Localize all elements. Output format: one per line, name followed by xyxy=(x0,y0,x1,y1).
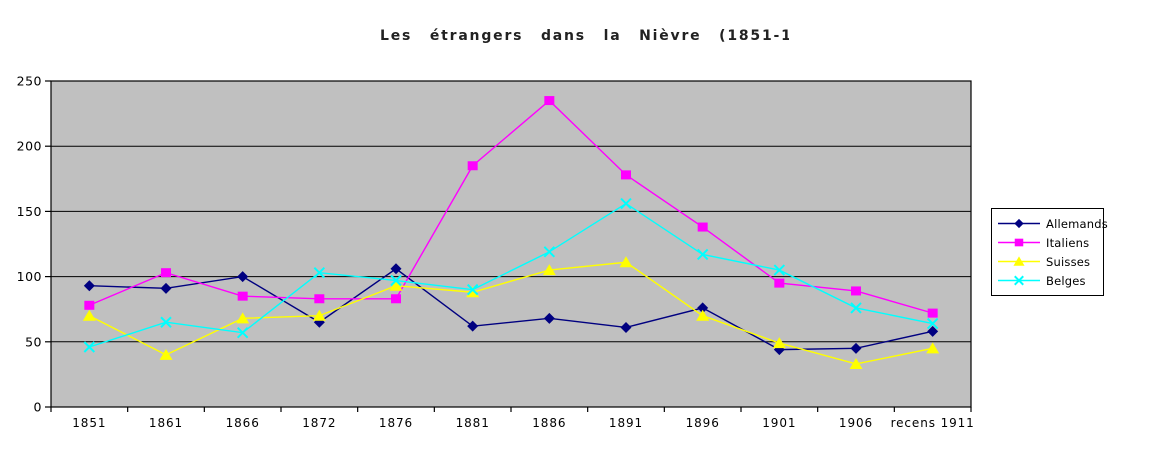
marker-triangle xyxy=(466,286,480,298)
marker-square xyxy=(1014,238,1024,247)
x-axis-label: 1891 xyxy=(609,416,643,430)
marker-diamond xyxy=(160,282,172,294)
series-line xyxy=(89,267,933,351)
x-axis-label: recens 1911 xyxy=(891,416,975,430)
marker-diamond xyxy=(543,312,555,324)
series-allemands xyxy=(83,263,939,356)
chart-title: Les étrangers dans la Nièvre (1851-1 xyxy=(380,28,789,44)
legend-key-icon xyxy=(998,238,1040,247)
y-axis-label: 200 xyxy=(17,139,42,154)
marker-square xyxy=(391,294,401,304)
marker-diamond xyxy=(697,302,709,314)
x-axis-label: 1896 xyxy=(686,416,720,430)
x-axis-label: 1851 xyxy=(72,416,106,430)
marker-x xyxy=(696,248,709,261)
marker-triangle xyxy=(926,342,940,354)
series-line xyxy=(89,261,933,365)
legend-key-icon xyxy=(998,256,1040,266)
legend-entry-allemands: Allemands xyxy=(997,214,1108,233)
y-axis-label: 250 xyxy=(17,74,42,89)
marker-x xyxy=(83,341,96,353)
marker-x xyxy=(620,197,632,210)
legend-entry-belges: Belges xyxy=(997,271,1103,290)
marker-triangle xyxy=(236,312,250,324)
marker-triangle xyxy=(696,309,710,321)
marker-diamond xyxy=(390,263,402,275)
marker-x xyxy=(1014,275,1024,286)
marker-square xyxy=(774,278,785,288)
marker-triangle xyxy=(619,256,633,268)
marker-x xyxy=(543,246,556,258)
x-axis-label: 1866 xyxy=(226,416,260,430)
marker-diamond xyxy=(83,280,95,292)
plot-area xyxy=(50,80,972,408)
marker-x xyxy=(160,316,172,328)
y-axis-label: 150 xyxy=(17,204,42,219)
marker-x xyxy=(850,302,862,314)
y-axis-label: 100 xyxy=(17,269,42,284)
marker-triangle xyxy=(772,337,786,349)
legend-entry-italiens: Italiens xyxy=(997,233,1103,252)
marker-square xyxy=(927,308,938,318)
marker-diamond xyxy=(237,271,249,283)
x-axis-label: 1876 xyxy=(379,416,413,430)
marker-diamond xyxy=(927,325,939,337)
marker-x xyxy=(466,283,479,296)
marker-square xyxy=(851,286,861,296)
series-belges xyxy=(83,197,939,353)
legend: Allemands Italiens Suisses Belges xyxy=(991,208,1108,296)
x-axis-label: 1861 xyxy=(149,416,183,430)
marker-diamond xyxy=(467,320,479,332)
series-line xyxy=(89,202,933,348)
series-suisses xyxy=(82,256,940,369)
marker-triangle xyxy=(159,348,173,360)
marker-triangle xyxy=(82,309,96,321)
legend-label-belges: Belges xyxy=(1046,273,1086,288)
marker-x xyxy=(926,317,939,330)
marker-square xyxy=(621,170,631,180)
legend-key-icon xyxy=(998,275,1040,286)
legend-label-suisses: Suisses xyxy=(1046,254,1091,269)
legend-entry-suisses: Suisses xyxy=(997,252,1103,271)
legend-label-italiens: Italiens xyxy=(1046,235,1090,250)
marker-square xyxy=(697,222,708,232)
marker-x xyxy=(390,274,402,287)
marker-diamond xyxy=(850,342,862,354)
marker-square xyxy=(544,96,555,106)
marker-x xyxy=(773,264,786,276)
y-axis-label: 0 xyxy=(34,400,42,415)
marker-triangle xyxy=(389,279,403,291)
marker-square xyxy=(467,161,478,171)
marker-x xyxy=(313,266,326,279)
x-axis-label: 1886 xyxy=(532,416,566,430)
x-axis-label: 1881 xyxy=(456,416,490,430)
x-axis-label: 1901 xyxy=(762,416,796,430)
y-axis-label: 50 xyxy=(25,334,42,349)
series-italiens xyxy=(84,96,938,318)
marker-triangle xyxy=(1013,256,1025,266)
marker-square xyxy=(314,294,325,304)
x-axis-label: 1872 xyxy=(302,416,336,430)
series-line xyxy=(89,99,933,314)
marker-x xyxy=(236,326,249,339)
marker-square xyxy=(84,300,95,310)
marker-triangle xyxy=(849,357,863,369)
marker-triangle xyxy=(312,309,326,321)
marker-triangle xyxy=(542,264,556,276)
marker-square xyxy=(161,268,171,278)
x-axis-label: 1906 xyxy=(839,416,873,430)
legend-label-allemands: Allemands xyxy=(1046,216,1108,231)
legend-key-icon xyxy=(998,218,1040,229)
marker-diamond xyxy=(620,321,632,333)
marker-square xyxy=(237,291,248,301)
chart-title-container: Les étrangers dans la Nièvre (1851-1 xyxy=(380,25,789,45)
marker-diamond xyxy=(1014,218,1024,229)
